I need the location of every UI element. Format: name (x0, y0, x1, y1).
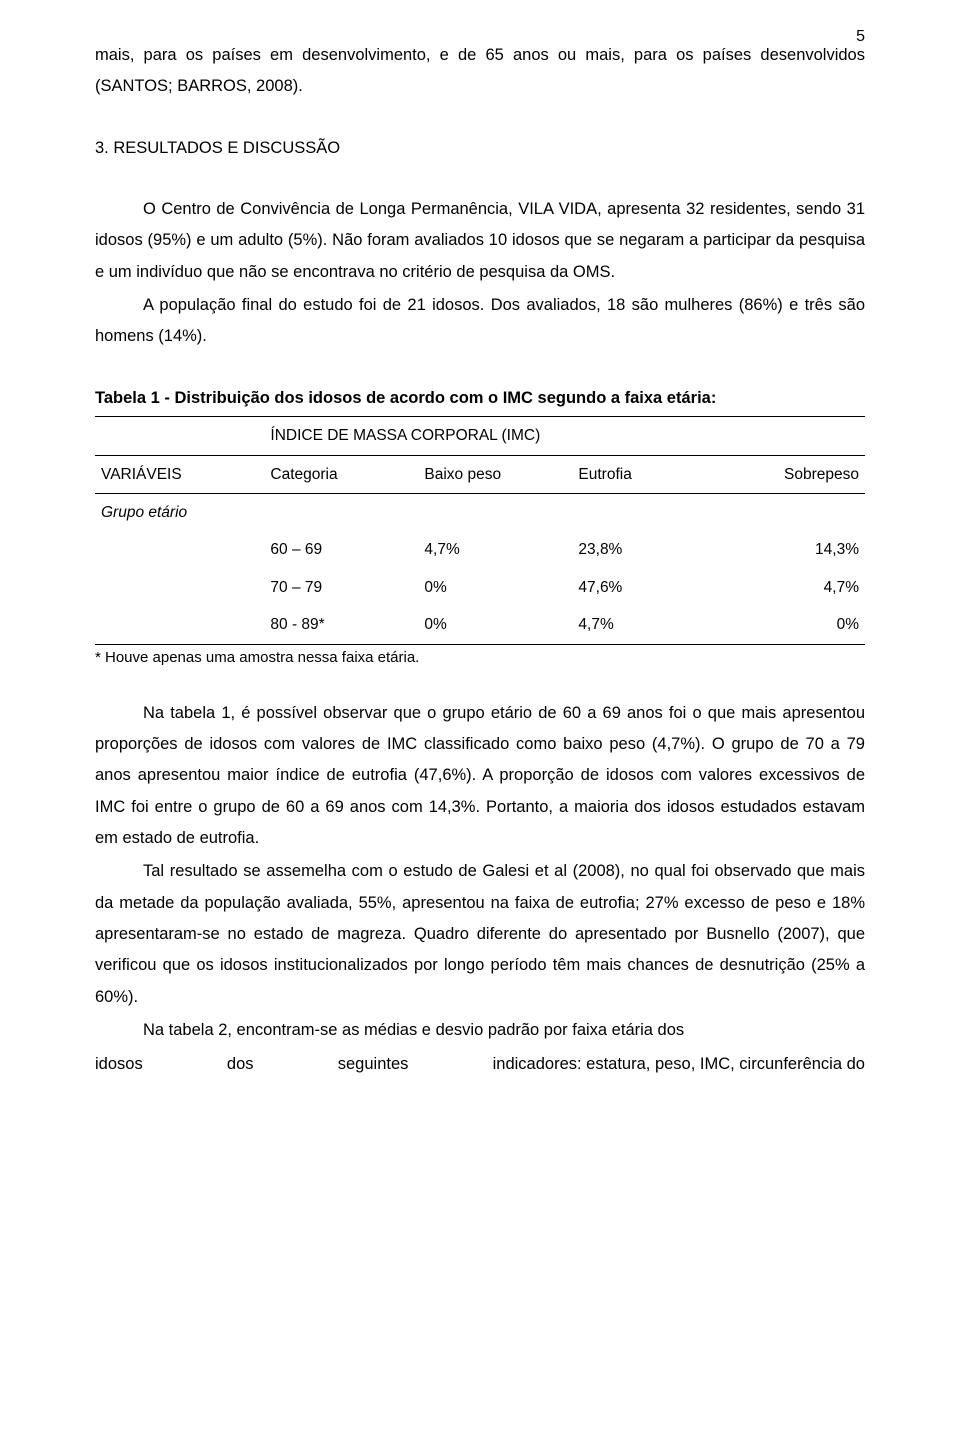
table1-title: Tabela 1 - Distribuição dos idosos de ac… (95, 383, 865, 414)
paragraph-discussion-3a: Na tabela 2, encontram-se as médias e de… (95, 1015, 865, 1046)
cell-cat: 80 - 89* (264, 606, 418, 644)
table-row: 70 – 79 0% 47,6% 4,7% (95, 569, 865, 606)
table1-header-row: VARIÁVEIS Categoria Baixo peso Eutrofia … (95, 455, 865, 493)
word: indicadores: estatura, peso, IMC, circun… (493, 1049, 865, 1080)
table-row: 80 - 89* 0% 4,7% 0% (95, 606, 865, 644)
page-number: 5 (856, 28, 865, 46)
body-text: mais, para os países em desenvolvimento,… (95, 40, 865, 1080)
table1-col-eutrofia: Eutrofia (572, 455, 726, 493)
table1-group-label: Grupo etário (95, 493, 264, 531)
cell-c: 14,3% (726, 531, 865, 568)
table1-col-variaveis: VARIÁVEIS (95, 455, 264, 493)
cell-cat: 60 – 69 (264, 531, 418, 568)
table1-group-row: Grupo etário (95, 493, 865, 531)
table1: ÍNDICE DE MASSA CORPORAL (IMC) VARIÁVEIS… (95, 416, 865, 645)
table1-super-header-row: ÍNDICE DE MASSA CORPORAL (IMC) (95, 417, 865, 455)
cell-b: 47,6% (572, 569, 726, 606)
cell-b: 23,8% (572, 531, 726, 568)
section-heading: 3. RESULTADOS E DISCUSSÃO (95, 133, 865, 164)
paragraph-discussion-2: Tal resultado se assemelha com o estudo … (95, 856, 865, 1013)
cell-c: 4,7% (726, 569, 865, 606)
word: seguintes (338, 1049, 409, 1080)
paragraph-results-1: O Centro de Convivência de Longa Permanê… (95, 194, 865, 288)
table1-col-categoria: Categoria (264, 455, 418, 493)
cell-c: 0% (726, 606, 865, 644)
paragraph-discussion-1: Na tabela 1, é possível observar que o g… (95, 698, 865, 855)
paragraph-discussion-3b: idosos dos seguintes indicadores: estatu… (95, 1049, 865, 1080)
word: idosos (95, 1049, 143, 1080)
cell-cat: 70 – 79 (264, 569, 418, 606)
cell-b: 4,7% (572, 606, 726, 644)
table1-super-header: ÍNDICE DE MASSA CORPORAL (IMC) (264, 417, 865, 455)
paragraph-results-2: A população final do estudo foi de 21 id… (95, 290, 865, 353)
cell-a: 4,7% (418, 531, 572, 568)
table1-col-sobrepeso: Sobrepeso (726, 455, 865, 493)
paragraph-intro: mais, para os países em desenvolvimento,… (95, 40, 865, 103)
word: dos (227, 1049, 254, 1080)
cell-a: 0% (418, 606, 572, 644)
table-row: 60 – 69 4,7% 23,8% 14,3% (95, 531, 865, 568)
page: 5 mais, para os países em desenvolviment… (0, 0, 960, 1446)
table1-footnote: * Houve apenas uma amostra nessa faixa e… (95, 647, 865, 668)
table1-col-baixo-peso: Baixo peso (418, 455, 572, 493)
cell-a: 0% (418, 569, 572, 606)
